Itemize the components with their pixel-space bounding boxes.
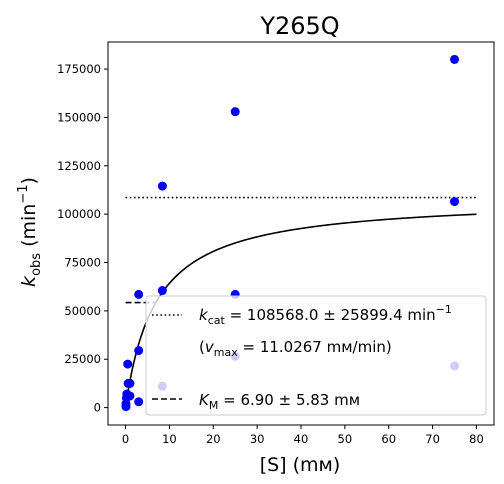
chart-title: Y265Q [259,12,339,40]
legend-km-label: KM = 6.90 ± 5.83 mм [199,391,360,412]
y-axis-label-k: k [18,275,40,287]
legend-km-k: K [199,391,210,409]
data-point [450,54,460,64]
legend-km-sub: M [209,399,219,412]
x-tick-label: 70 [425,432,440,446]
y-axis-label: kobs (min−1) [16,177,44,287]
x-tick-label: 50 [338,432,353,446]
y-tick-label: 150000 [57,110,101,124]
legend-box [145,295,487,416]
y-tick-label: 75000 [64,256,101,270]
legend-kcat-label: kcat = 108568.0 ± 25899.4 min−1 [199,303,452,327]
data-point [450,197,460,207]
legend-kcat-sup: −1 [436,303,452,316]
legend-vmax-text: = 11.0267 mм/min) [238,338,392,356]
legend-kcat-k: k [199,306,209,324]
y-tick-label: 50000 [64,304,101,318]
y-tick-label: 25000 [64,352,101,366]
y-tick-label: 0 [94,401,101,415]
legend-vmax-v: v [205,338,215,356]
y-tick-label: 175000 [57,62,101,76]
data-point [134,346,144,356]
data-point [125,378,135,388]
data-point [157,286,167,296]
y-tick-label: 100000 [57,207,101,221]
axis-ticks: 0 10 20 30 40 50 60 70 80 0 25000 50000 75000 100000 1… [57,62,484,446]
x-tick-label: 80 [469,432,484,446]
legend-kcat-text: = 108568.0 ± 25899.4 min [225,306,436,324]
legend-kcat-sub: cat [208,314,226,327]
axes-frame [107,41,495,426]
x-tick-label: 20 [206,432,221,446]
data-point [134,289,144,299]
x-tick-label: 40 [294,432,309,446]
x-tick-label: 0 [122,432,129,446]
y-axis-label-sub: obs [29,253,44,276]
fit-lines [124,196,477,408]
legend-vmax-sub: max [214,346,238,359]
michaelis-menten-fit-curve [124,213,477,408]
legend-vmax-open: ( [199,338,205,356]
y-tick-label: 125000 [57,159,101,173]
data-point [123,359,133,369]
x-tick-label: 60 [381,432,396,446]
data-point [230,107,240,117]
legend: kcat = 108568.0 ± 25899.4 min−1 (vmax = … [145,295,487,416]
legend-vmax-label: (vmax = 11.0267 mм/min) [199,338,392,359]
data-point [125,391,135,401]
data-point [134,397,144,407]
legend-km-text: = 6.90 ± 5.83 mм [218,391,360,409]
x-axis-label: [S] (mм) [260,454,341,476]
x-tick-label: 30 [250,432,265,446]
y-axis-label-unit-close: ) [18,177,40,184]
y-axis-label-unit-open: (min [18,204,40,253]
x-tick-label: 10 [162,432,177,446]
data-point [157,181,167,191]
y-axis-label-sup: −1 [16,184,31,203]
